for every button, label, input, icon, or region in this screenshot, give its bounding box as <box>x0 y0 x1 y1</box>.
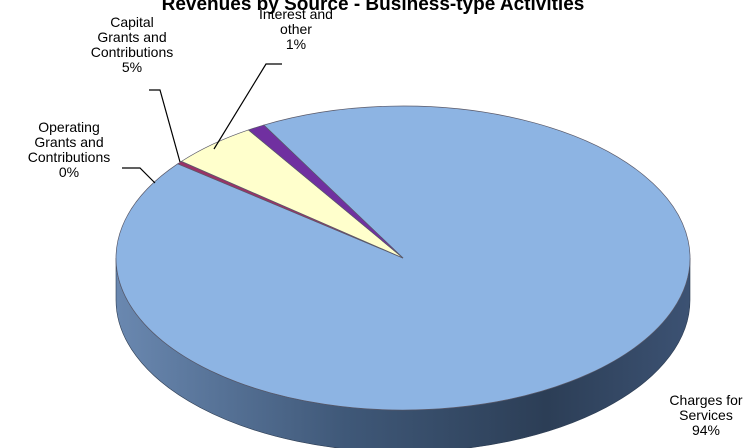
pie-slice-interest-and-other <box>247 124 404 259</box>
slice-label-line: 1% <box>286 36 306 52</box>
leader-lines <box>122 63 282 184</box>
slice-label-operating-grants-and-contributions: Operating Grants and Contributions 0% <box>28 119 111 180</box>
slice-label-line: Interest and <box>259 6 333 22</box>
slice-label-capital-grants-and-contributions: Capital Grants and Contributions 5% <box>91 14 174 75</box>
slice-label-charges-for-services: Charges for Services 94% <box>669 392 742 438</box>
slice-labels: Charges for Services 94%Operating Grants an… <box>28 6 743 438</box>
slice-label-line: 94% <box>692 422 720 438</box>
slice-label-line: Grants and <box>34 134 103 150</box>
slice-label-line: Capital <box>110 14 154 30</box>
slice-label-line: Contributions <box>28 149 111 165</box>
leader-line-capital-grants-and-contributions <box>149 89 181 163</box>
slice-label-interest-and-other: Interest and other 1% <box>259 6 333 52</box>
chart-title: Revenues by Source - Business-type Activ… <box>162 0 585 15</box>
slice-label-line: 0% <box>59 164 79 180</box>
slice-label-line: 5% <box>122 59 142 75</box>
slice-label-line: Services <box>679 407 733 423</box>
slice-label-line: Operating <box>38 119 99 135</box>
slice-label-line: Grants and <box>97 29 166 45</box>
leader-line-interest-and-other <box>213 63 282 150</box>
slice-label-line: Contributions <box>91 44 174 60</box>
slice-label-line: other <box>280 21 312 37</box>
slice-label-line: Charges for <box>669 392 742 408</box>
leader-line-operating-grants-and-contributions <box>122 167 156 184</box>
pie-slices <box>115 105 691 411</box>
